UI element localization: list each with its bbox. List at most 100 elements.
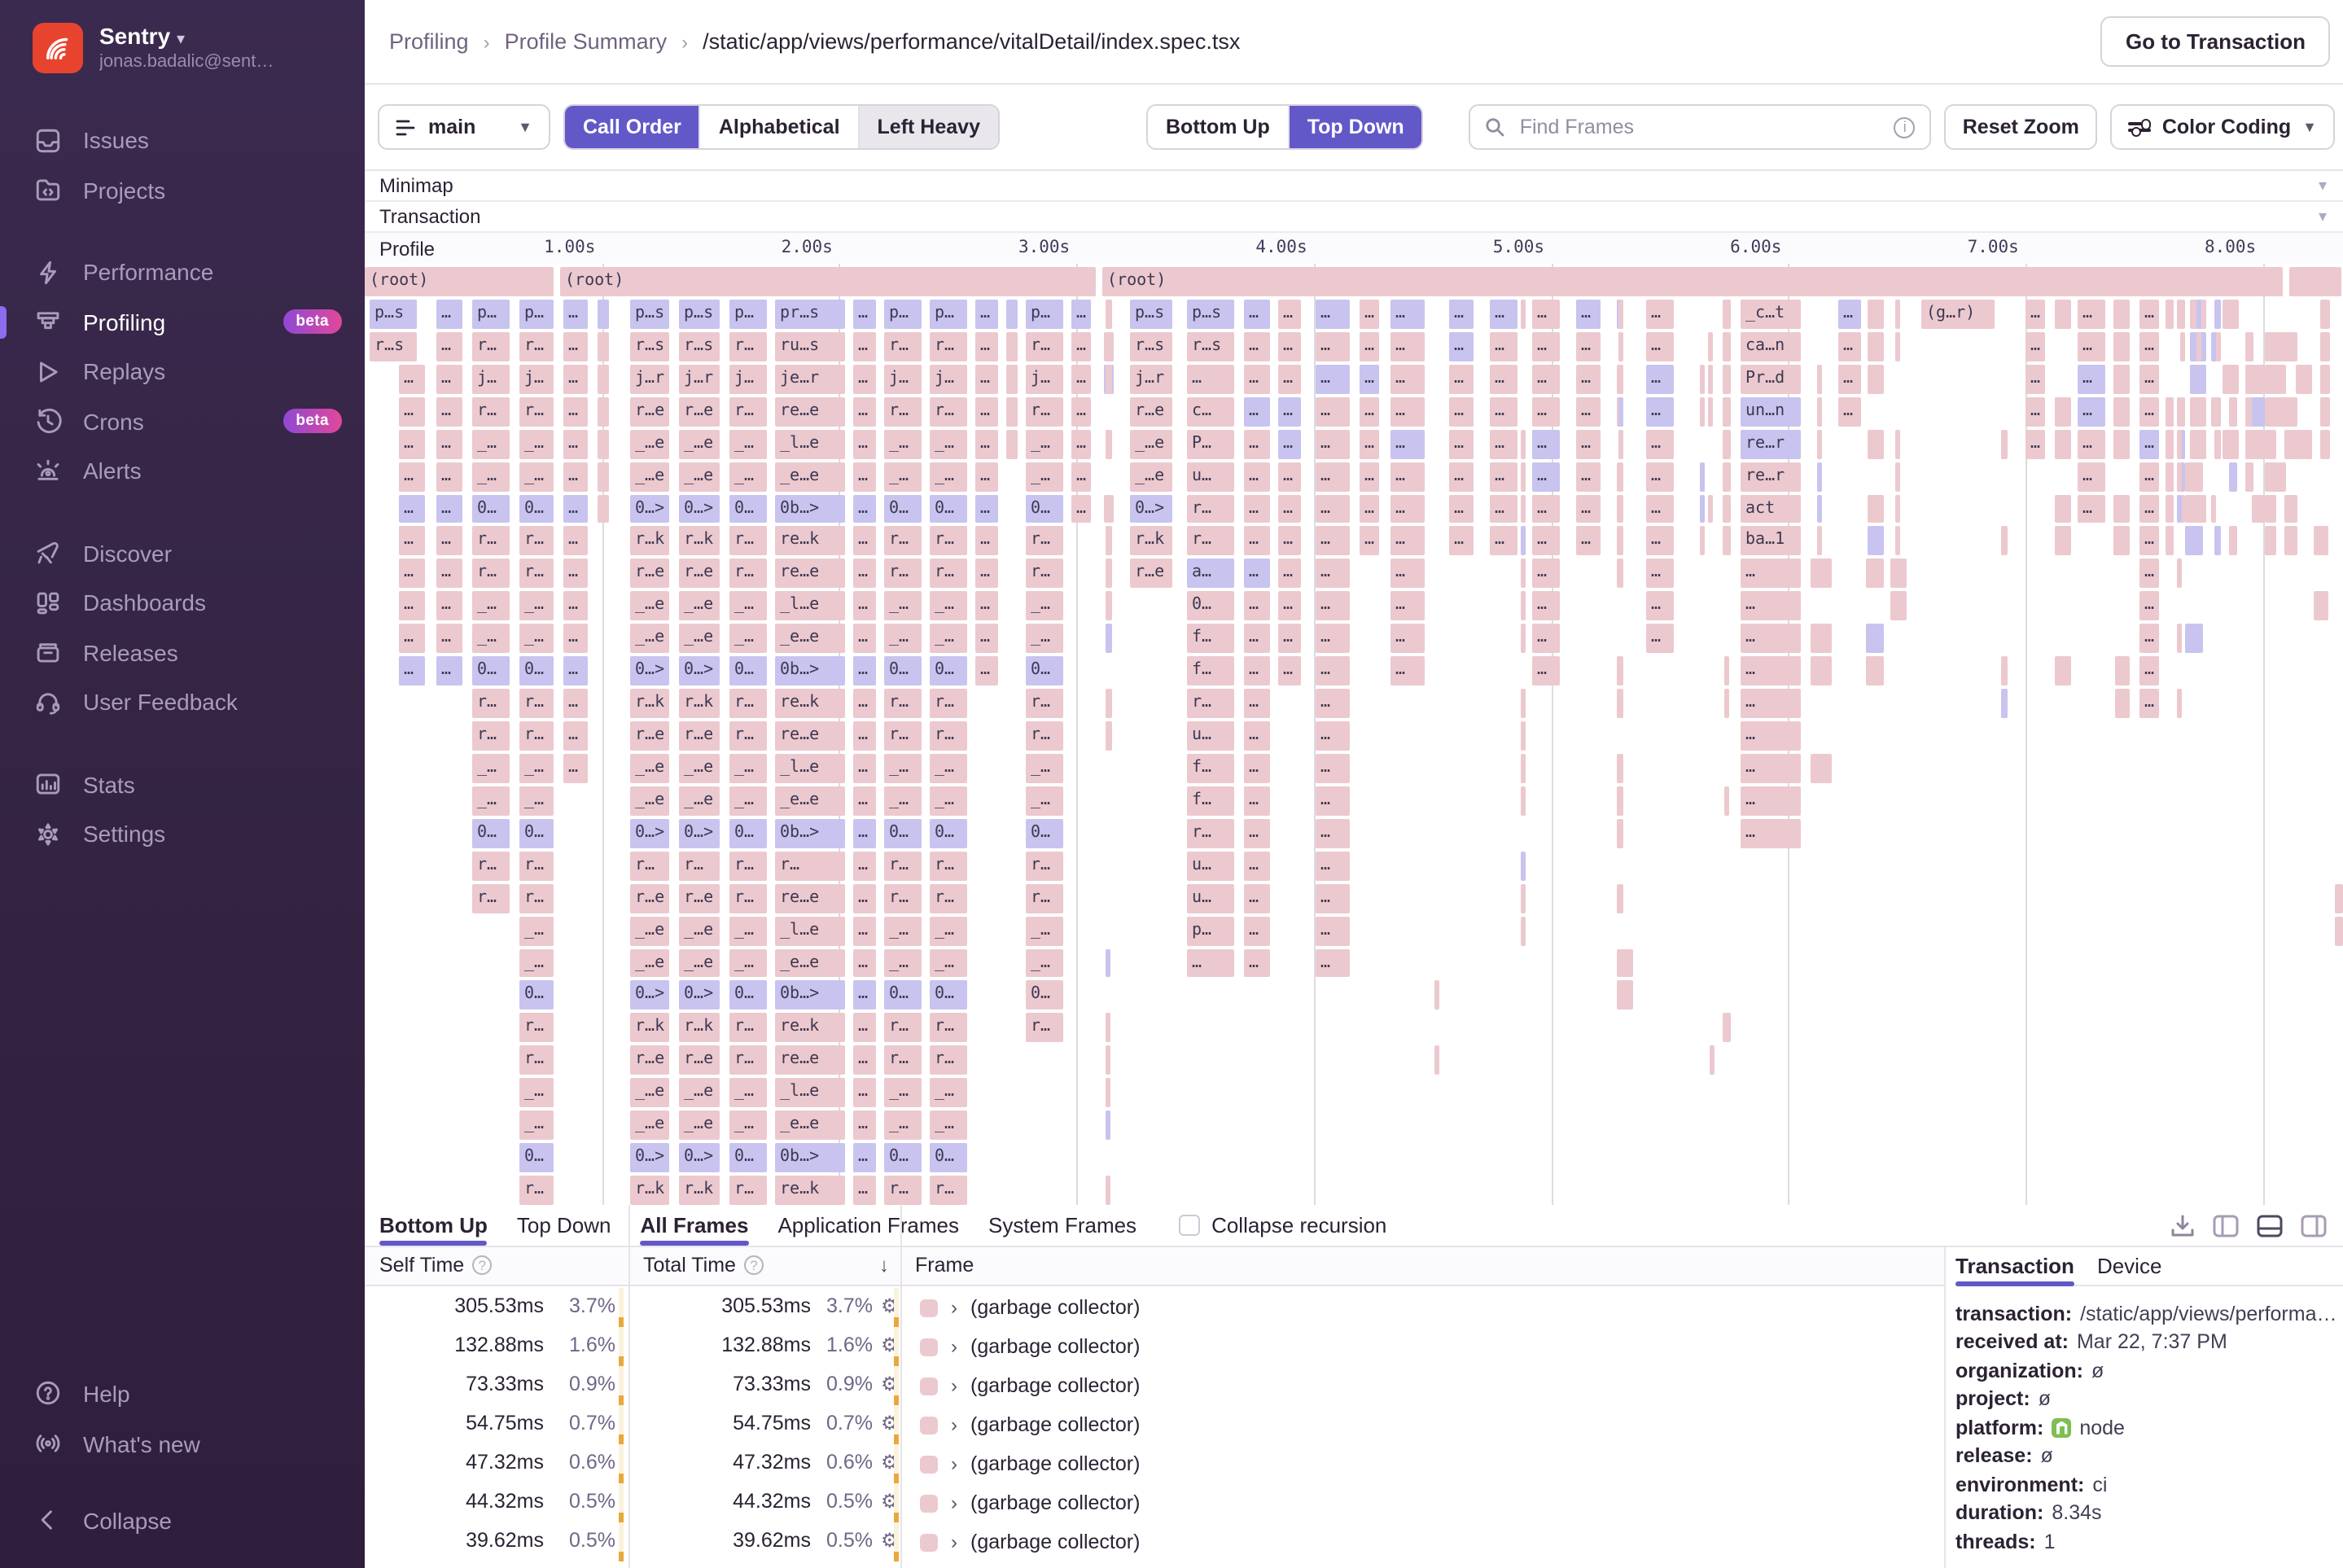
flame-frame[interactable]: _… [729,948,767,978]
flame-frame[interactable] [2214,396,2221,427]
flame-frame[interactable]: ru…s [775,331,845,361]
flame-frame[interactable]: … [563,364,588,394]
flame-frame[interactable]: … [1316,721,1350,751]
flame-frame[interactable] [2185,462,2204,491]
expand-chevron-icon[interactable]: › [951,1296,957,1319]
flame-frame[interactable]: r… [472,558,510,589]
flame-frame[interactable] [1434,980,1440,1010]
flame-frame[interactable]: _… [930,591,967,621]
flame-frame[interactable]: r… [930,721,967,751]
flame-frame[interactable]: r… [884,721,922,751]
flame-frame[interactable]: ca…n [1741,331,1801,361]
flame-frame[interactable] [2196,494,2201,523]
flame-frame[interactable]: … [1646,429,1674,459]
flame-frame[interactable]: _… [884,429,922,459]
flame-frame[interactable]: … [853,396,876,427]
flame-frame[interactable] [2196,396,2201,427]
flame-frame[interactable]: _… [729,429,767,459]
flame-frame[interactable]: … [2139,526,2159,556]
flame-frame[interactable] [2165,396,2174,427]
total-time-header[interactable]: Total Time? [643,1254,764,1277]
flame-frame[interactable]: … [1071,462,1091,491]
flame-frame[interactable]: r… [729,1176,767,1205]
flame-frame[interactable]: … [2078,331,2105,361]
flame-frame[interactable]: … [1244,299,1270,329]
flame-frame[interactable]: r… [472,526,510,556]
flame-frame[interactable]: … [1244,624,1270,654]
flame-frame[interactable]: … [1316,429,1350,459]
flame-frame[interactable]: _…e [679,786,720,816]
flame-frame[interactable]: _… [729,1110,767,1141]
flame-frame[interactable]: _… [930,753,967,783]
flame-frame[interactable] [1816,526,1822,556]
flame-frame[interactable] [2251,429,2265,459]
flame-frame[interactable]: 0… [472,656,510,686]
flame-frame[interactable]: … [1390,624,1425,654]
flame-frame[interactable]: … [1244,916,1270,946]
flame-frame[interactable]: r… [884,526,922,556]
flame-frame[interactable]: r…s [630,331,669,361]
flame-frame[interactable] [2264,494,2277,523]
flame-frame[interactable]: … [399,591,425,621]
flame-frame[interactable]: … [563,526,588,556]
flame-frame[interactable]: … [1278,656,1301,686]
flame-frame[interactable] [1616,494,1623,523]
flame-frame[interactable]: … [1646,591,1674,621]
flame-frame[interactable]: _…e [630,1110,669,1141]
flame-frame[interactable] [1616,818,1623,848]
flame-frame[interactable]: r…k [630,1176,669,1205]
flame-frame[interactable]: … [1278,396,1301,427]
flame-frame[interactable] [1521,526,1526,556]
download-icon[interactable] [2170,1214,2195,1237]
flame-frame[interactable]: … [1576,299,1601,329]
flame-frame[interactable]: 0…> [630,818,669,848]
flame-frame[interactable] [598,299,609,329]
flame-frame[interactable]: … [399,624,425,654]
flame-frame[interactable]: _… [729,624,767,654]
flame-frame[interactable]: _e…e [775,786,845,816]
flame-frame[interactable]: _… [884,916,922,946]
flame-frame[interactable]: … [853,916,876,946]
flame-frame[interactable] [1618,429,1623,459]
flame-frame[interactable]: _… [519,429,554,459]
flame-frame[interactable]: _…e [679,429,720,459]
flame-frame[interactable] [1521,462,1526,491]
flame-frame[interactable] [1816,396,1822,427]
flame-frame[interactable] [1722,462,1732,491]
flame-frame[interactable]: … [1741,591,1801,621]
flame-frame[interactable]: _…e [630,753,669,783]
flame-frame[interactable] [1867,364,1884,394]
thread-dropdown[interactable]: main ▼ [378,104,550,150]
flame-frame[interactable] [1006,396,1018,427]
flame-frame[interactable] [2055,299,2072,329]
flame-frame[interactable]: … [853,494,876,523]
expand-chevron-icon[interactable]: › [951,1374,957,1397]
flame-frame[interactable]: … [2078,299,2105,329]
flame-frame[interactable]: … [1490,429,1517,459]
sidebar-item-alerts[interactable]: Alerts [0,446,365,496]
tab-application-frames[interactable]: Application Frames [777,1213,960,1237]
flame-frame[interactable]: … [1532,494,1560,523]
flame-frame[interactable]: _… [884,1078,922,1108]
flame-frame[interactable]: r…k [679,1013,720,1043]
flame-frame[interactable]: … [1532,396,1560,427]
flame-frame[interactable] [1106,1045,1110,1075]
flame-frame[interactable]: r…e [679,396,720,427]
flame-frame[interactable]: r… [729,1045,767,1075]
flame-frame[interactable]: … [975,526,998,556]
flame-frame[interactable]: … [853,980,876,1010]
flame-frame[interactable]: … [563,753,588,783]
flame-frame[interactable] [2115,429,2130,459]
flame-frame[interactable] [598,364,609,394]
flame-frame[interactable]: _… [729,462,767,491]
flame-frame[interactable] [2244,331,2254,361]
flame-frame[interactable]: r… [930,331,967,361]
flame-frame[interactable]: … [1244,396,1270,427]
flame-frame[interactable]: r…e [1130,558,1172,589]
flame-frame[interactable] [1866,656,1885,686]
flame-frame[interactable] [2185,526,2204,556]
flame-frame[interactable]: … [436,494,462,523]
flame-frame[interactable]: r…s [370,331,417,361]
flame-frame[interactable]: r… [519,1176,554,1205]
flame-frame[interactable]: … [436,656,462,686]
